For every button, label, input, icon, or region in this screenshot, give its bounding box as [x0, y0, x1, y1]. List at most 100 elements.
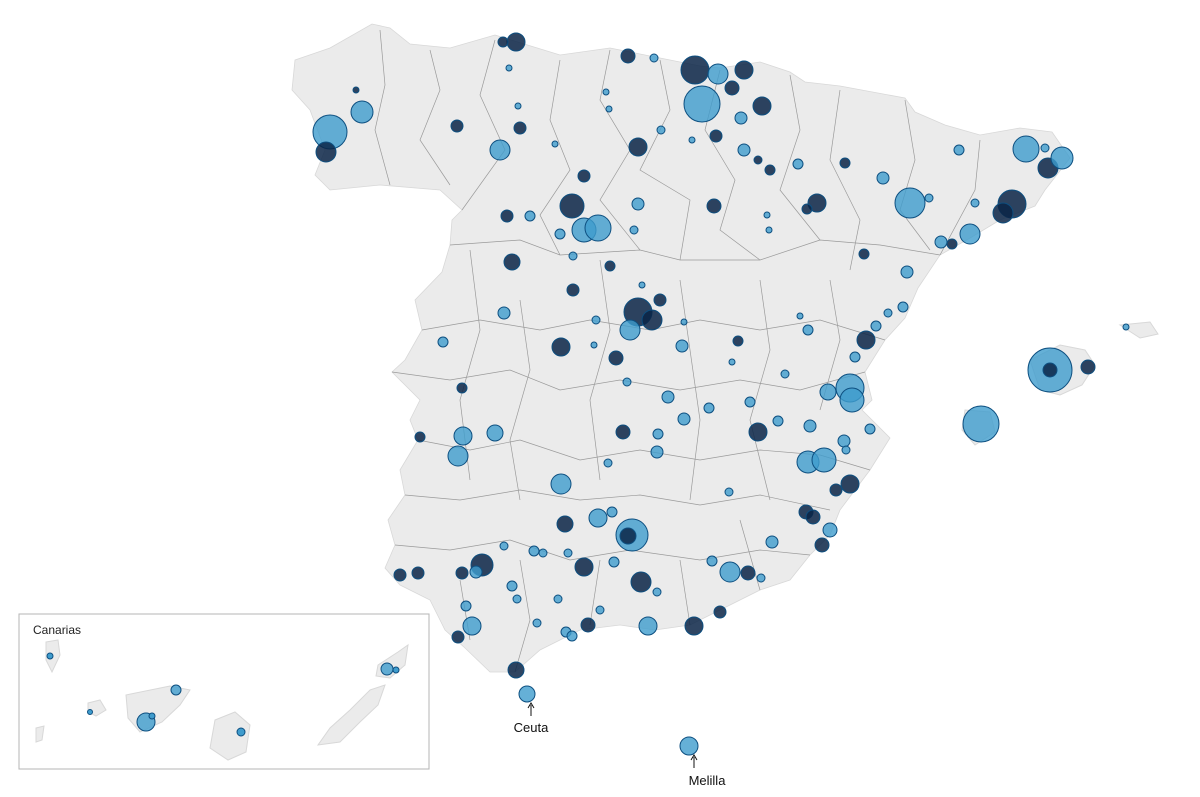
bubble-marker — [764, 164, 776, 176]
bubble-marker — [839, 387, 865, 413]
bubble-marker — [924, 193, 934, 203]
melilla-label: Melilla — [689, 773, 727, 788]
bubble-marker — [684, 616, 704, 636]
bubble-marker — [706, 555, 718, 567]
bubble-marker — [456, 382, 468, 394]
bubble-marker — [683, 85, 721, 123]
bubble-marker — [732, 335, 744, 347]
bubble-marker — [650, 445, 664, 459]
bubble-marker — [802, 324, 814, 336]
bubble-marker — [780, 369, 790, 379]
bubble-marker — [538, 548, 548, 558]
bubble-marker — [506, 580, 518, 592]
bubble-marker — [728, 358, 736, 366]
bubble-marker — [953, 144, 965, 156]
bubble-marker — [962, 405, 1000, 443]
bubble-marker — [772, 415, 784, 427]
bubble-marker — [518, 685, 536, 703]
bubble-marker — [829, 483, 843, 497]
bubble-marker — [524, 210, 536, 222]
gran-canaria — [209, 711, 251, 761]
bubble-marker — [506, 32, 526, 52]
bubble-marker — [638, 616, 658, 636]
bubble-marker — [652, 428, 664, 440]
bubble-marker — [822, 522, 838, 538]
bubble-marker — [706, 198, 722, 214]
bubble-marker — [724, 487, 734, 497]
menorca — [1118, 321, 1159, 339]
bubble-marker — [641, 309, 663, 331]
bubble-marker — [763, 211, 771, 219]
bubble-marker — [653, 293, 667, 307]
bubble-marker — [792, 158, 804, 170]
bubble-marker — [630, 571, 652, 593]
bubble-marker — [1080, 359, 1096, 375]
bubble-marker — [765, 226, 773, 234]
bubble-marker — [619, 319, 641, 341]
bubble-marker — [652, 587, 662, 597]
bubble-marker — [803, 419, 817, 433]
bubble-marker — [805, 509, 821, 525]
bubble-marker — [900, 265, 914, 279]
bubble-marker — [811, 447, 837, 473]
bubble-marker — [513, 121, 527, 135]
bubble-marker — [497, 36, 509, 48]
bubble-marker — [870, 320, 882, 332]
canarias-inset: Canarias — [18, 613, 430, 770]
bubble-marker — [638, 281, 646, 289]
bubble-marker — [661, 390, 675, 404]
bubble-marker — [595, 605, 605, 615]
bubble-marker — [604, 260, 616, 272]
bubble-marker — [414, 431, 426, 443]
bubble-marker — [629, 225, 639, 235]
bubble-marker — [584, 214, 612, 242]
bubble-marker — [839, 157, 851, 169]
bubble-marker — [675, 339, 689, 353]
bubble-marker — [740, 565, 756, 581]
bubble-marker — [864, 423, 876, 435]
bubble-marker — [849, 351, 861, 363]
bubble-marker — [580, 617, 596, 633]
bubble-marker — [532, 618, 542, 628]
bubble-marker — [959, 223, 981, 245]
bubble-marker — [591, 315, 601, 325]
bubble-marker — [1050, 146, 1074, 170]
bubble-marker — [679, 736, 699, 756]
bubble-marker — [992, 202, 1014, 224]
bubble-marker — [499, 541, 509, 551]
bubble-marker — [709, 129, 723, 143]
bubble-marker — [801, 203, 813, 215]
bubble-marker — [680, 318, 688, 326]
bubble-marker — [807, 193, 827, 213]
bubble-marker — [876, 171, 890, 185]
bubble-marker — [453, 426, 473, 446]
bubble-marker — [590, 341, 598, 349]
bubble-marker — [631, 197, 645, 211]
bubble-marker — [724, 80, 740, 96]
bubble-marker — [628, 137, 648, 157]
bubble-marker — [946, 238, 958, 250]
bubble-marker — [840, 474, 860, 494]
bubble-layer — [312, 32, 1130, 756]
bubble-marker — [553, 594, 563, 604]
bubble-marker — [1040, 143, 1050, 153]
bubble-marker — [707, 63, 729, 85]
bubble-marker — [352, 86, 360, 94]
bubble-marker — [505, 64, 513, 72]
bubble-marker — [734, 60, 754, 80]
bubble-marker — [574, 557, 594, 577]
bubble-marker — [703, 402, 715, 414]
bubble-marker — [512, 594, 522, 604]
bubble-marker — [503, 253, 521, 271]
bubble-marker — [656, 125, 666, 135]
bubble-marker — [619, 527, 637, 545]
bubble-marker — [677, 412, 691, 426]
bubble-marker — [897, 301, 909, 313]
inset-title: Canarias — [33, 623, 81, 637]
bubble-marker — [680, 55, 710, 85]
bubble-marker — [748, 422, 768, 442]
bubble-marker — [566, 630, 578, 642]
bubble-marker — [734, 111, 748, 125]
bubble-marker — [497, 306, 511, 320]
bubble-marker — [500, 209, 514, 223]
